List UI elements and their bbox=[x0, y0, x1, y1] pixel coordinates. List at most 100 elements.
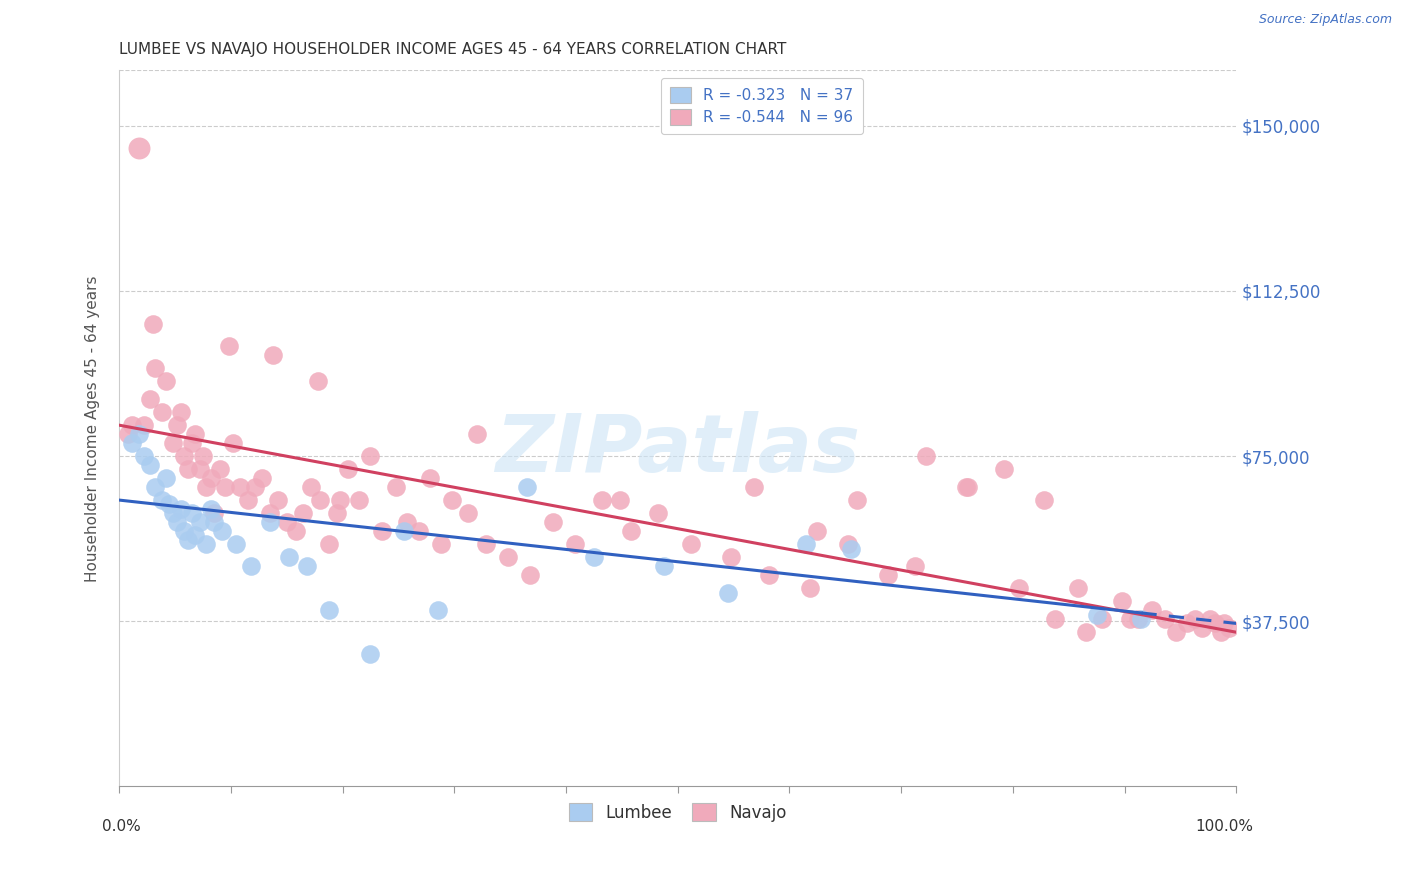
Point bbox=[1198, 612, 1220, 626]
Text: Source: ZipAtlas.com: Source: ZipAtlas.com bbox=[1258, 13, 1392, 27]
Point bbox=[329, 493, 352, 508]
Point bbox=[474, 537, 496, 551]
Point bbox=[1184, 612, 1206, 626]
Point bbox=[876, 568, 898, 582]
Point bbox=[143, 480, 166, 494]
Point bbox=[806, 524, 828, 538]
Point bbox=[121, 418, 143, 433]
Point bbox=[173, 524, 195, 538]
Point bbox=[180, 435, 202, 450]
Point bbox=[1218, 621, 1240, 635]
Point bbox=[166, 418, 188, 433]
Point bbox=[284, 524, 307, 538]
Point bbox=[1209, 625, 1232, 640]
Point bbox=[211, 524, 233, 538]
Point bbox=[166, 515, 188, 529]
Point bbox=[1007, 581, 1029, 595]
Point bbox=[349, 493, 371, 508]
Point bbox=[904, 559, 927, 574]
Point bbox=[430, 537, 453, 551]
Point bbox=[717, 585, 740, 599]
Point bbox=[128, 140, 150, 154]
Point bbox=[267, 493, 290, 508]
Point bbox=[180, 506, 202, 520]
Point bbox=[188, 462, 211, 476]
Point bbox=[1154, 612, 1177, 626]
Point bbox=[169, 405, 191, 419]
Point bbox=[496, 550, 519, 565]
Point bbox=[758, 568, 780, 582]
Point bbox=[276, 515, 298, 529]
Point bbox=[292, 506, 315, 520]
Point bbox=[654, 559, 676, 574]
Point bbox=[465, 427, 488, 442]
Point bbox=[957, 480, 980, 494]
Point bbox=[143, 360, 166, 375]
Point bbox=[541, 515, 564, 529]
Point bbox=[1067, 581, 1090, 595]
Point bbox=[720, 550, 742, 565]
Point bbox=[155, 374, 177, 388]
Point bbox=[519, 568, 541, 582]
Point bbox=[337, 462, 360, 476]
Point bbox=[128, 427, 150, 442]
Point bbox=[259, 515, 281, 529]
Point bbox=[162, 506, 184, 520]
Point bbox=[318, 537, 340, 551]
Point bbox=[396, 515, 419, 529]
Point bbox=[591, 493, 613, 508]
Point bbox=[184, 528, 207, 542]
Point bbox=[681, 537, 703, 551]
Point bbox=[173, 449, 195, 463]
Point bbox=[184, 427, 207, 442]
Point bbox=[202, 506, 225, 520]
Point bbox=[177, 533, 200, 547]
Point bbox=[150, 493, 173, 508]
Point bbox=[250, 471, 273, 485]
Point bbox=[218, 339, 240, 353]
Point bbox=[200, 471, 222, 485]
Point bbox=[1175, 616, 1198, 631]
Point bbox=[408, 524, 430, 538]
Point bbox=[208, 462, 231, 476]
Point bbox=[155, 471, 177, 485]
Point bbox=[1111, 594, 1133, 608]
Point bbox=[385, 480, 408, 494]
Point bbox=[169, 501, 191, 516]
Point bbox=[1045, 612, 1067, 626]
Point bbox=[1191, 621, 1213, 635]
Point bbox=[299, 480, 322, 494]
Point bbox=[419, 471, 441, 485]
Point bbox=[359, 449, 381, 463]
Point bbox=[188, 515, 211, 529]
Point bbox=[582, 550, 605, 565]
Point bbox=[200, 501, 222, 516]
Point bbox=[426, 603, 449, 617]
Point bbox=[1091, 612, 1114, 626]
Point bbox=[262, 348, 284, 362]
Point bbox=[1204, 616, 1226, 631]
Point bbox=[239, 559, 262, 574]
Point bbox=[139, 392, 162, 406]
Point bbox=[295, 559, 318, 574]
Text: ZIPatlas: ZIPatlas bbox=[495, 411, 860, 489]
Point bbox=[1119, 612, 1142, 626]
Point bbox=[370, 524, 392, 538]
Point bbox=[1140, 603, 1163, 617]
Point bbox=[1085, 607, 1108, 622]
Point bbox=[1074, 625, 1097, 640]
Point bbox=[132, 418, 155, 433]
Point bbox=[914, 449, 936, 463]
Point bbox=[1126, 612, 1149, 626]
Point bbox=[955, 480, 977, 494]
Point bbox=[157, 498, 180, 512]
Point bbox=[441, 493, 464, 508]
Point bbox=[647, 506, 669, 520]
Point bbox=[162, 435, 184, 450]
Point bbox=[516, 480, 538, 494]
Point bbox=[142, 317, 165, 331]
Point bbox=[277, 550, 299, 565]
Point bbox=[794, 537, 817, 551]
Point bbox=[195, 480, 218, 494]
Point bbox=[1130, 612, 1153, 626]
